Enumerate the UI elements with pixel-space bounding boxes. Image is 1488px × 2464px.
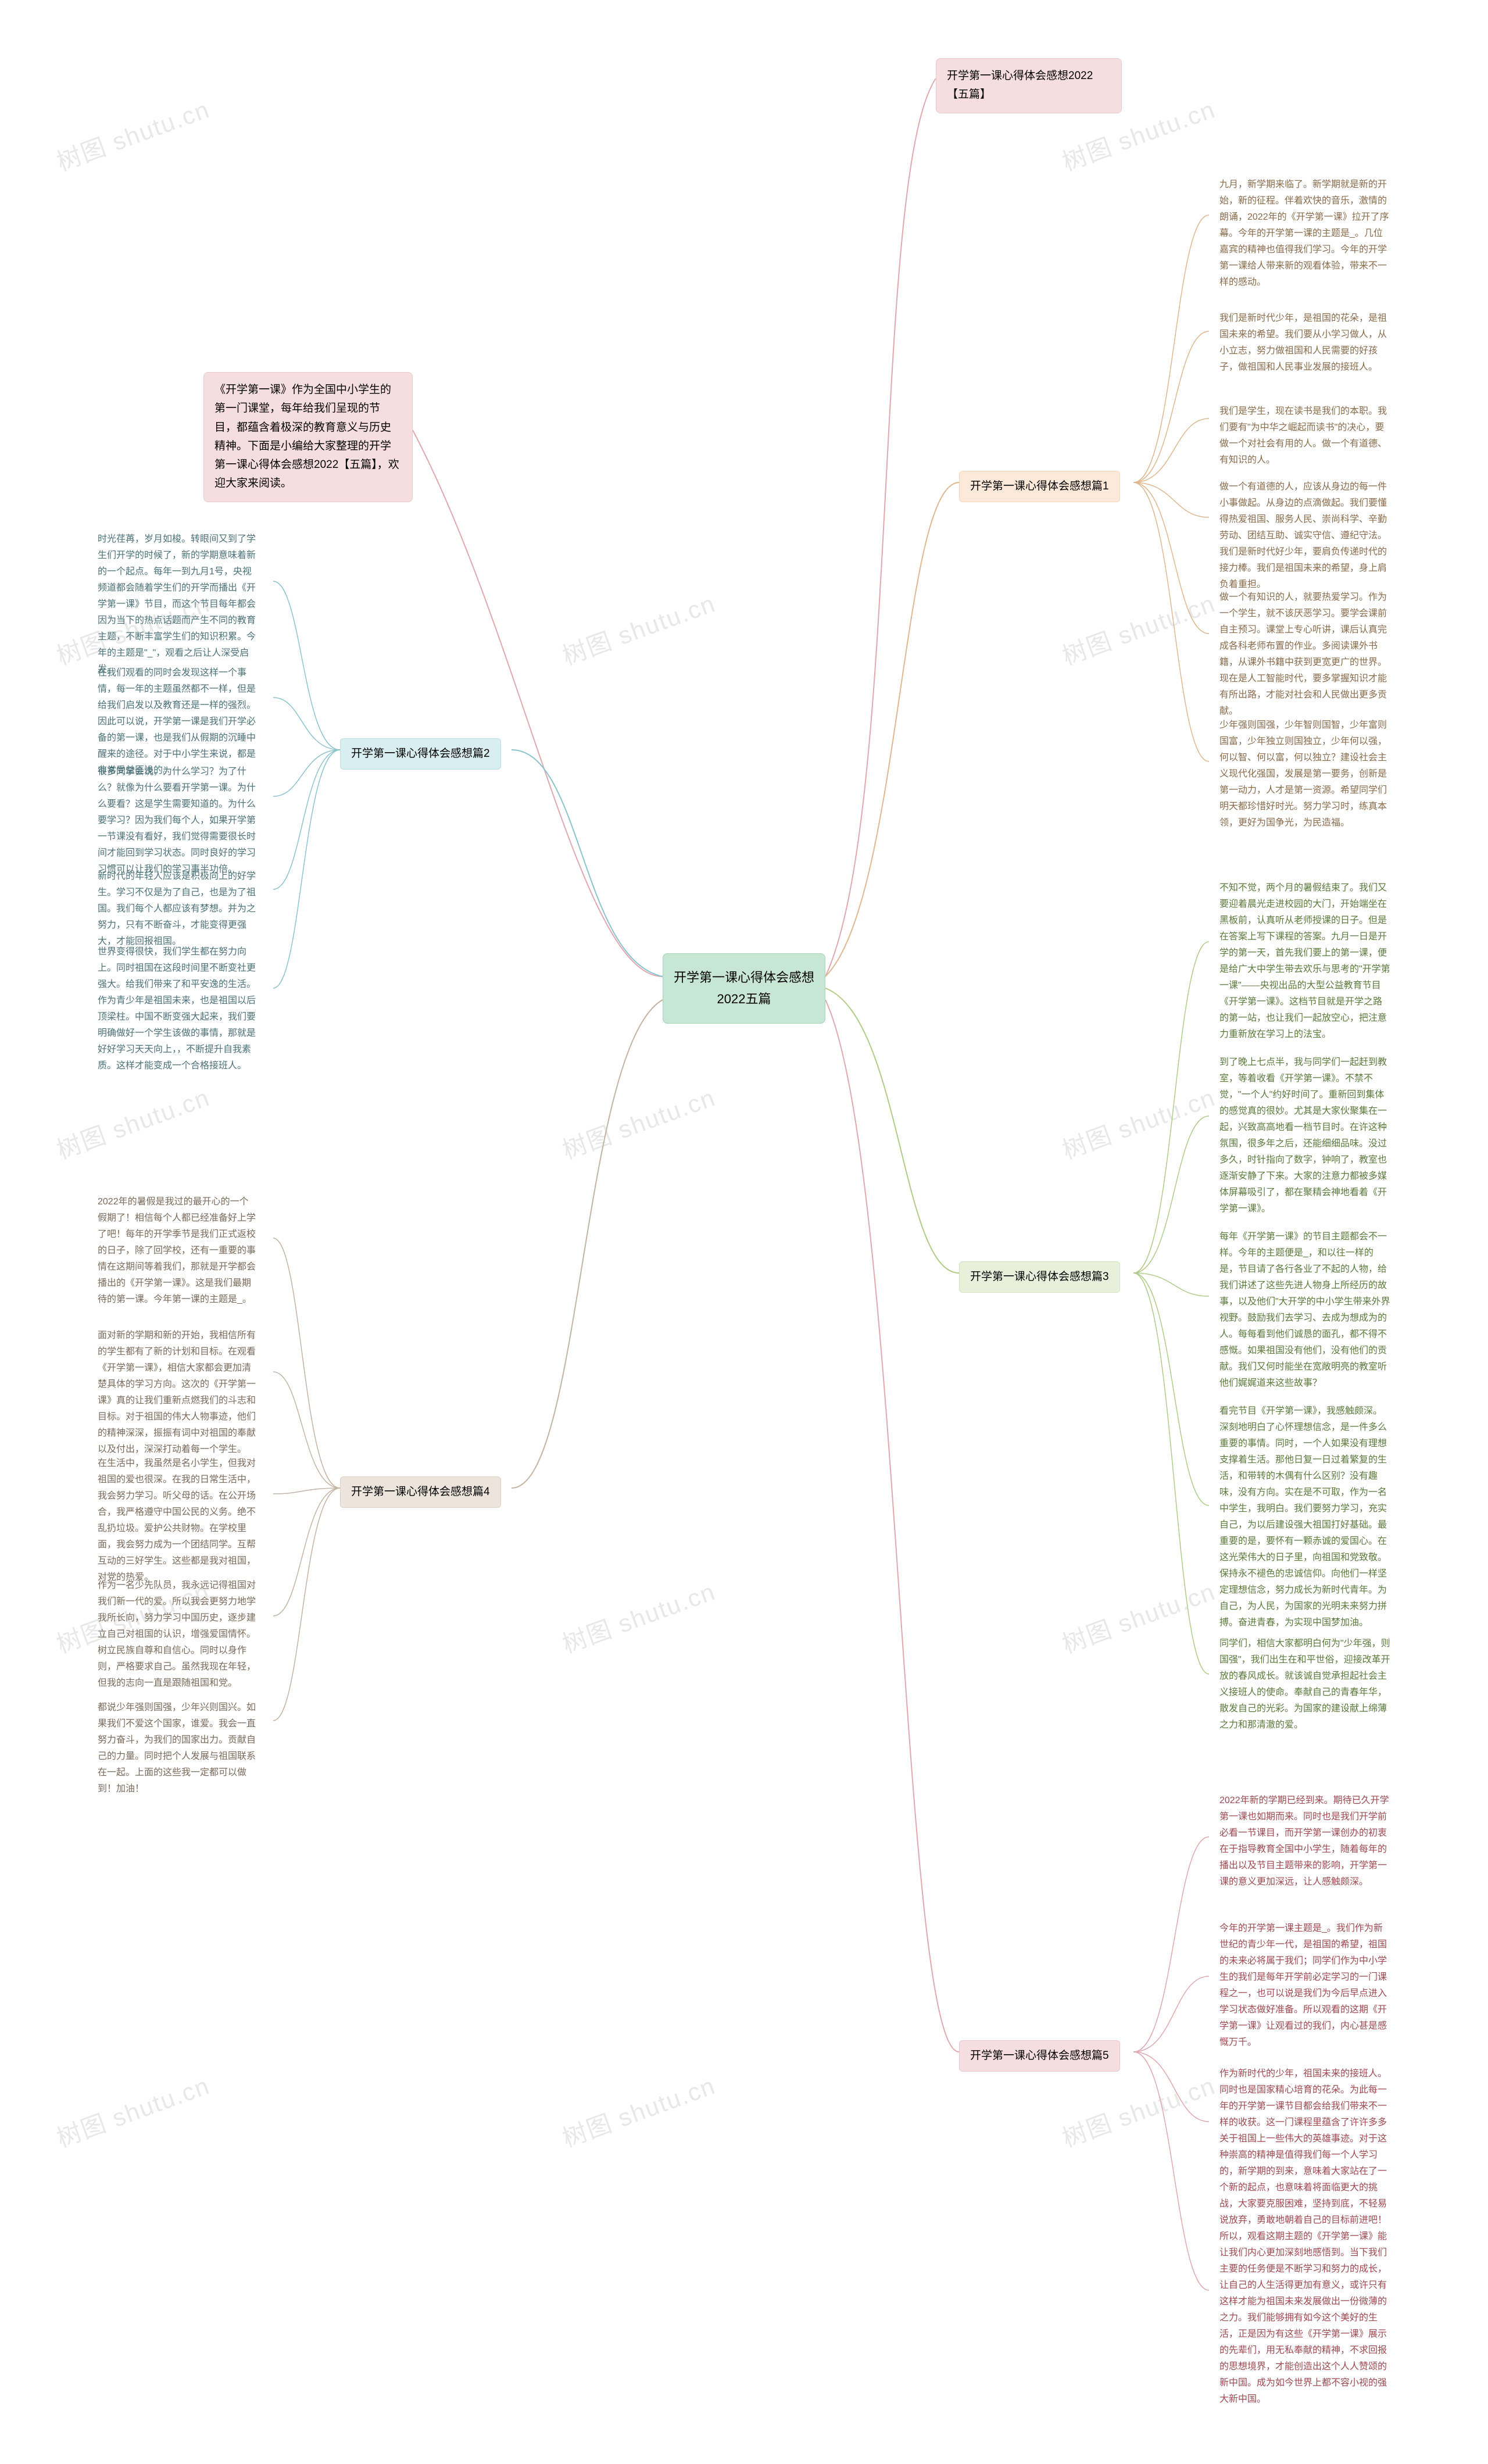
branch4-leaf: 都说少年强则国强，少年兴则国兴。如果我们不爱这个国家，谁爱。我会一直努力奋斗，为…	[87, 1691, 267, 1805]
watermark: 树图 shutu.cn	[1057, 1078, 1220, 1167]
intro-node[interactable]: 《开学第一课》作为全国中小学生的第一门课堂，每年给我们呈现的节目，都蕴含着极深的…	[203, 372, 413, 502]
branch3-leaf: 同学们，相信大家都明白何为"少年强，则国强"，我们出生在和平世俗，迎接改革开放的…	[1209, 1628, 1401, 1741]
title5-node[interactable]: 开学第一课心得体会感想2022【五篇】	[936, 58, 1122, 113]
watermark: 树图 shutu.cn	[1057, 584, 1220, 673]
branch1-leaf: 做一个有知识的人，就要热爱学习。作为一个学生，就不该厌恶学习。要学会课前自主预习…	[1209, 581, 1401, 728]
branch2-node[interactable]: 开学第一课心得体会感想篇2	[340, 738, 501, 770]
watermark: 树图 shutu.cn	[51, 2066, 214, 2155]
branch1-leaf: 我们是新时代少年，是祖国的花朵，是祖国未来的希望。我们要从小学习做人，从小立志，…	[1209, 302, 1401, 384]
watermark: 树图 shutu.cn	[557, 1078, 720, 1167]
branch3-node[interactable]: 开学第一课心得体会感想篇3	[959, 1261, 1120, 1293]
branch3-leaf: 到了晚上七点半，我与同学们一起赶到教室，等着收看《开学第一课》。不禁不觉，"一个…	[1209, 1046, 1401, 1225]
branch5-leaf: 作为新时代的少年，祖国未来的接班人。同时也是国家精心培育的花朵。为此每一年的开学…	[1209, 2058, 1401, 2237]
watermark: 树图 shutu.cn	[557, 2066, 720, 2155]
branch5-leaf: 所以，观看这期主题的《开学第一课》能让我们内心更加深刻地感悟到。当下我们主要的任…	[1209, 2220, 1401, 2416]
branch1-node[interactable]: 开学第一课心得体会感想篇1	[959, 471, 1120, 502]
watermark: 树图 shutu.cn	[51, 90, 214, 178]
watermark: 树图 shutu.cn	[1057, 2066, 1220, 2155]
watermark: 树图 shutu.cn	[557, 584, 720, 673]
watermark: 树图 shutu.cn	[557, 1572, 720, 1661]
center-node[interactable]: 开学第一课心得体会感想2022五篇	[663, 953, 825, 1024]
branch5-leaf: 2022年新的学期已经到来。期待已久开学第一课也如期而来。同时也是我们开学前必看…	[1209, 1784, 1401, 1898]
branch1-leaf: 少年强则国强，少年智则国智，少年富则国富，少年独立则国独立，少年何以强，何以智、…	[1209, 709, 1401, 839]
branch3-leaf: 看完节目《开学第一课》，我感触颇深。深刻地明白了心怀理想信念，是一件多么重要的事…	[1209, 1395, 1401, 1639]
branch4-node[interactable]: 开学第一课心得体会感想篇4	[340, 1476, 501, 1508]
watermark: 树图 shutu.cn	[51, 1078, 214, 1167]
branch5-node[interactable]: 开学第一课心得体会感想篇5	[959, 2040, 1120, 2072]
branch2-leaf: 世界变得很快，我们学生都在努力向上。同时祖国在这段时间里不断变社更强大。给我们带…	[87, 936, 267, 1082]
branch1-leaf: 我们是学生，现在读书是我们的本职。我们要有"为中华之崛起而读书"的决心，要做一个…	[1209, 395, 1401, 477]
watermark: 树图 shutu.cn	[1057, 1572, 1220, 1661]
branch4-leaf: 面对新的学期和新的开始，我相信所有的学生都有了新的计划和目标。在观看《开学第一课…	[87, 1319, 267, 1466]
branch1-leaf: 九月，新学期来临了。新学期就是新的开始，新的征程。伴着欢快的音乐，激情的朗诵，2…	[1209, 169, 1401, 299]
branch4-leaf: 2022年的暑假是我过的最开心的一个假期了！相信每个人都已经准备好上学了吧！每年…	[87, 1186, 267, 1316]
branch3-leaf: 每年《开学第一课》的节目主题都会不一样。今年的主题便是_，和以往一样的是，节目请…	[1209, 1221, 1401, 1400]
branch5-leaf: 今年的开学第一课主题是_。我们作为新世纪的青少年一代，是祖国的希望，祖国的未来必…	[1209, 1912, 1401, 2059]
branch4-leaf: 作为一名少先队员，我永远记得祖国对我们新一代的爱。所以我会更努力地学我所长向，努…	[87, 1569, 267, 1700]
branch3-leaf: 不知不觉，两个月的暑假结束了。我们又要迎着晨光走进校园的大门，开始端坐在黑板前，…	[1209, 872, 1401, 1051]
